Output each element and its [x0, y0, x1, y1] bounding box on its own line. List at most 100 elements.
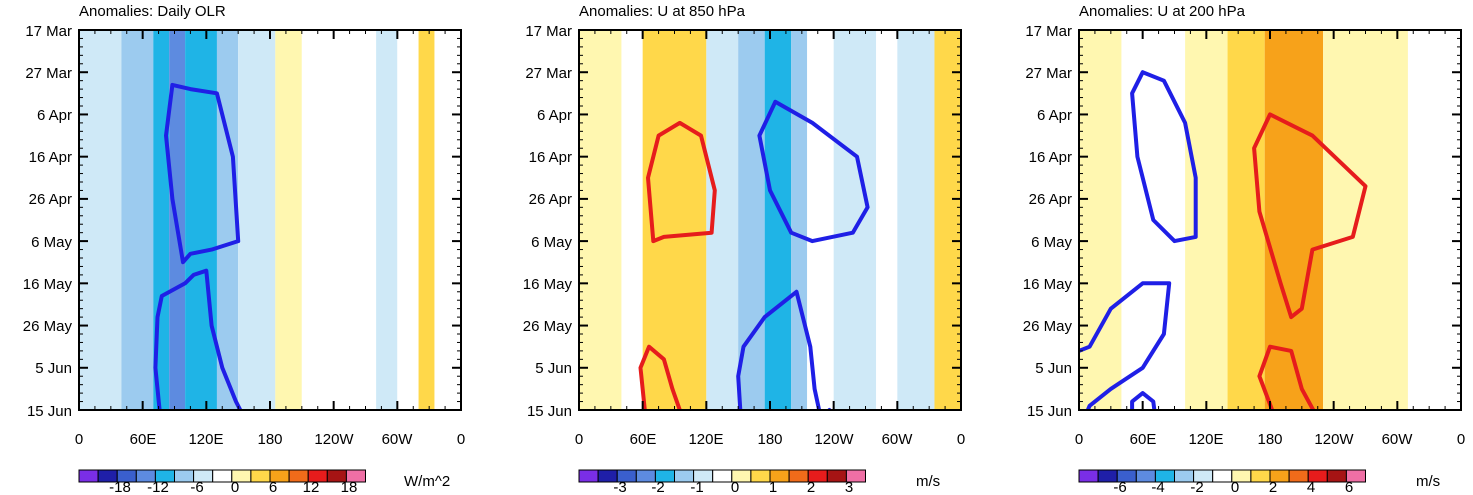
- x-tick-label: 60E: [1130, 431, 1157, 448]
- heatmap-field: [79, 30, 461, 410]
- y-tick-label: 16 Apr: [529, 149, 572, 166]
- panel-u850: Anomalies: U at 850 hPa 17 Mar 27 Mar 6 …: [523, 3, 965, 495]
- colorbar-label: 2: [807, 479, 815, 495]
- heatmap-band: [301, 30, 377, 410]
- heatmap-band: [121, 30, 154, 410]
- heatmap-band: [1185, 30, 1228, 410]
- colorbar-swatch: [345, 469, 366, 483]
- x-tick-label: 0: [1457, 431, 1465, 448]
- x-tick-label: 0: [957, 431, 965, 448]
- x-tick-label: 0: [457, 431, 465, 448]
- y-tick-label: 5 Jun: [35, 360, 72, 377]
- y-tick-label: 17 Mar: [1025, 23, 1072, 40]
- contour-red: [1252, 112, 1368, 320]
- y-tick-label: 5 Jun: [1035, 360, 1072, 377]
- x-tick-label: 60W: [882, 431, 914, 448]
- heatmap-band: [1365, 30, 1408, 410]
- colorbar: [578, 469, 867, 483]
- colorbar-label: -1: [690, 479, 703, 495]
- heatmap-band: [934, 30, 961, 410]
- x-tick-label: 120E: [1188, 431, 1223, 448]
- heatmap-band: [434, 30, 461, 410]
- y-tick-label: 15 Jun: [527, 403, 572, 420]
- y-tick-label: 15 Jun: [27, 403, 72, 420]
- contour-blue: [757, 99, 870, 244]
- x-tick-label: 180: [757, 431, 782, 448]
- x-tick-label: 120W: [1314, 431, 1354, 448]
- colorbar-label: -2: [651, 479, 664, 495]
- y-tick-label: 27 Mar: [25, 65, 72, 82]
- units-label: W/m^2: [404, 473, 450, 490]
- contour-blue: [164, 82, 241, 265]
- heatmap-band: [1264, 30, 1324, 410]
- units-label: m/s: [1416, 473, 1440, 490]
- heatmap-band: [764, 30, 792, 410]
- panel-title: Anomalies: U at 850 hPa: [579, 3, 746, 20]
- x-tick-label: 120W: [314, 431, 354, 448]
- y-tick-label: 27 Mar: [525, 65, 572, 82]
- y-tick-label: 26 May: [23, 318, 73, 335]
- axes-frame: [78, 29, 462, 411]
- colorbar-label: -6: [1113, 479, 1126, 495]
- heatmap-band: [1407, 30, 1461, 410]
- heatmap-band: [1323, 30, 1366, 410]
- contour-blue: [1130, 391, 1157, 410]
- heatmap-band: [376, 30, 398, 410]
- x-tick-label: 180: [257, 431, 282, 448]
- panel-title: Anomalies: Daily OLR: [79, 3, 226, 20]
- colorbar-label: -6: [190, 479, 203, 495]
- colorbar-swatch: [1212, 469, 1233, 483]
- heatmap-band: [418, 30, 435, 410]
- y-tick-label: 26 Apr: [29, 191, 72, 208]
- panel-olr: Anomalies: Daily OLR 17 Mar 27 Mar 6 Apr…: [23, 3, 465, 495]
- y-tick-label: 6 May: [531, 234, 572, 251]
- colorbar-label: 18: [341, 479, 358, 495]
- colorbar-label: 1: [769, 479, 777, 495]
- heatmap-band: [216, 30, 239, 410]
- colorbar-swatch: [212, 469, 233, 483]
- y-tick-label: 16 Apr: [29, 149, 72, 166]
- colorbar-label: -3: [613, 479, 626, 495]
- contour-lines: [1079, 70, 1368, 410]
- y-tick-label: 16 May: [23, 276, 73, 293]
- heatmap-band: [238, 30, 276, 410]
- colorbar-label: -2: [1190, 479, 1203, 495]
- contour-red: [638, 344, 682, 410]
- y-tick-label: 16 May: [1023, 276, 1073, 293]
- heatmap-band: [275, 30, 302, 410]
- x-tick-label: 60W: [382, 431, 414, 448]
- y-tick-label: 6 May: [1031, 234, 1072, 251]
- contour-lines: [153, 82, 243, 410]
- x-tick-label: 0: [575, 431, 583, 448]
- colorbar-swatch: [750, 469, 771, 483]
- colorbar-label: 4: [1307, 479, 1315, 495]
- axes-frame: [1078, 29, 1462, 411]
- y-tick-label: 15 Jun: [1027, 403, 1072, 420]
- colorbar-swatch: [1078, 469, 1099, 483]
- colorbar-label: -4: [1151, 479, 1164, 495]
- y-tick-label: 17 Mar: [25, 23, 72, 40]
- contour-blue: [736, 289, 832, 410]
- colorbar-label: 12: [303, 479, 320, 495]
- colorbar-swatch: [250, 469, 271, 483]
- contour-blue: [1130, 70, 1198, 244]
- x-tick-label: 120E: [188, 431, 223, 448]
- heatmap-band: [79, 30, 122, 410]
- panel-title: Anomalies: U at 200 hPa: [1079, 3, 1246, 20]
- colorbar-swatch: [712, 469, 733, 483]
- heatmap-band: [1079, 30, 1122, 410]
- contour-red: [646, 120, 717, 244]
- heatmap-band: [579, 30, 622, 410]
- colorbar-swatch: [788, 469, 809, 483]
- contour-lines: [638, 99, 870, 410]
- contour-red: [1257, 344, 1316, 410]
- colorbar-label: 0: [231, 479, 239, 495]
- heatmap-band: [833, 30, 877, 410]
- x-tick-label: 120W: [814, 431, 854, 448]
- colorbar: [78, 469, 366, 483]
- x-tick-label: 60W: [1382, 431, 1414, 448]
- y-tick-label: 26 May: [1023, 318, 1073, 335]
- y-tick-label: 26 Apr: [1029, 191, 1072, 208]
- colorbar-label: -18: [109, 479, 131, 495]
